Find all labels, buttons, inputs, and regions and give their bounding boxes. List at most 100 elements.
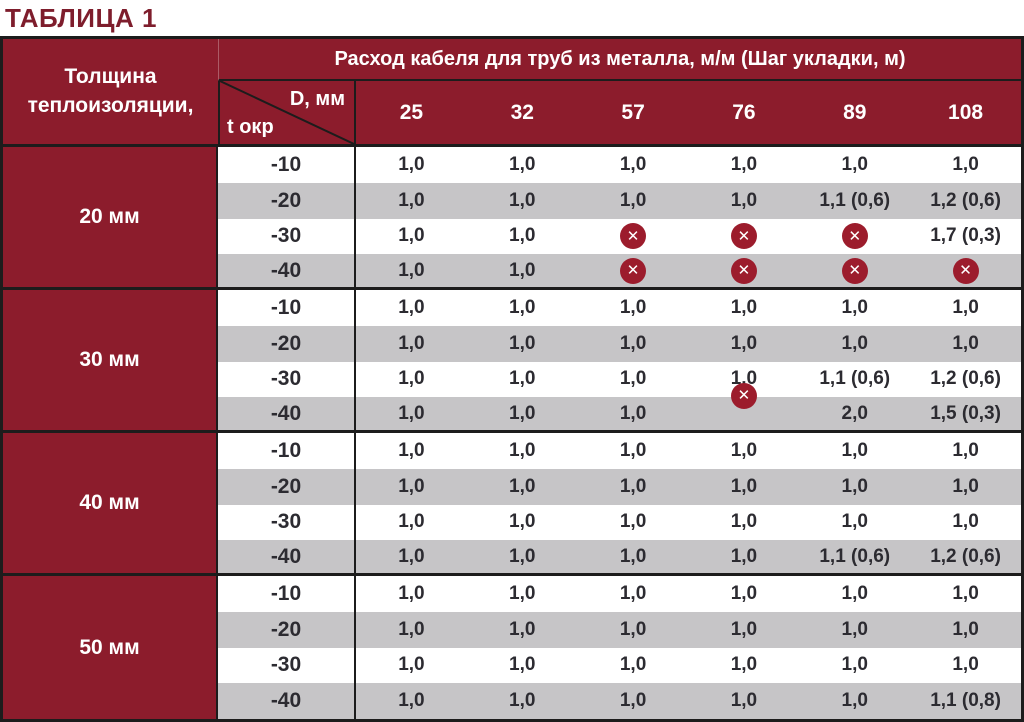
- value-cell: 1,0: [356, 540, 467, 576]
- value-cell: 1,0: [799, 290, 911, 326]
- value-cell: 1,0: [799, 611, 911, 648]
- value-cell: 1,0: [688, 576, 800, 612]
- header-cable-consumption: Расход кабеля для труб из металла, м/м (…: [218, 39, 1021, 81]
- table-title: ТАБЛИЦА 1: [5, 3, 157, 33]
- value-cell: 1,0: [910, 647, 1021, 684]
- temperature-cell: -20: [218, 325, 356, 362]
- diameter-column-header: 25: [356, 81, 467, 147]
- value-cell: 1,0: [688, 504, 800, 541]
- value-cell: 1,0: [910, 468, 1021, 505]
- value-cell: ✕: [688, 254, 800, 290]
- value-cell: 1,0: [466, 576, 578, 612]
- value-cell: 1,0: [577, 325, 689, 362]
- value-cell: 1,0: [356, 611, 467, 648]
- value-cell: 1,0: [799, 147, 911, 183]
- value-cell: 1,0: [910, 433, 1021, 469]
- section-label: 50 мм: [3, 576, 218, 719]
- temperature-cell: -20: [218, 182, 356, 219]
- value-cell: 1,0: [466, 254, 578, 290]
- value-cell: ✕: [577, 254, 689, 290]
- value-cell: 1,0: [466, 683, 578, 719]
- table: Толщина теплоизоляции, Расход кабеля для…: [0, 36, 1024, 722]
- value-cell: ✕: [910, 254, 1021, 290]
- diagonal-line-icon: [220, 81, 354, 144]
- value-cell: ✕: [688, 218, 800, 255]
- value-cell: 1,0: [466, 361, 578, 398]
- temperature-cell: -30: [218, 504, 356, 541]
- value-cell: 1,0: [466, 504, 578, 541]
- value-cell: ✕: [577, 218, 689, 255]
- value-cell: 1,0: [356, 290, 467, 326]
- value-cell: 1,0: [577, 540, 689, 576]
- value-cell: 1,0: [910, 611, 1021, 648]
- value-cell: 1,0: [356, 325, 467, 362]
- value-cell: 1,0: [356, 683, 467, 719]
- value-cell: 1,0: [466, 540, 578, 576]
- value-cell: 1,0: [466, 182, 578, 219]
- value-cell: 1,0: [577, 433, 689, 469]
- temperature-cell: -10: [218, 576, 356, 612]
- temperature-cell: -20: [218, 611, 356, 648]
- diameter-column-header: 57: [577, 81, 689, 147]
- value-cell: 1,0: [466, 218, 578, 255]
- value-cell: 1,1 (0,6): [799, 361, 911, 398]
- header-ambient-temp-label: t окр: [227, 116, 274, 138]
- value-cell: 1,2 (0,6): [910, 540, 1021, 576]
- value-cell: 1,5 (0,3): [910, 397, 1021, 433]
- value-cell: 1,2 (0,6): [910, 361, 1021, 398]
- value-cell: 1,0: [688, 290, 800, 326]
- value-cell: 1,0: [466, 325, 578, 362]
- value-cell: 1,0: [466, 397, 578, 433]
- temperature-cell: -40: [218, 254, 356, 290]
- value-cell: 1,1 (0,8): [910, 683, 1021, 719]
- no-laying-crossed-circle-icon: ✕: [952, 257, 979, 284]
- value-cell: 1,1 (0,6): [799, 540, 911, 576]
- value-cell: 1,0: [688, 683, 800, 719]
- value-cell: 2,0: [799, 397, 911, 433]
- value-cell: 1,0: [577, 182, 689, 219]
- value-cell: 1,0: [910, 325, 1021, 362]
- diameter-column-header: 76: [688, 81, 800, 147]
- value-cell: 1,0: [356, 182, 467, 219]
- value-cell: 1,0: [688, 433, 800, 469]
- no-laying-crossed-circle-icon: ✕: [730, 382, 757, 409]
- value-cell: 1,0: [356, 218, 467, 255]
- temperature-cell: -20: [218, 468, 356, 505]
- value-cell: 1,0: [577, 147, 689, 183]
- value-cell: 1,0: [577, 683, 689, 719]
- value-cell: 1,0: [466, 611, 578, 648]
- value-cell: 1,0: [577, 576, 689, 612]
- value-cell: 1,0: [799, 576, 911, 612]
- value-cell: 1,0: [466, 147, 578, 183]
- value-cell: 1,0: [577, 290, 689, 326]
- value-cell: 1,0: [688, 325, 800, 362]
- no-laying-crossed-circle-icon: ✕: [730, 223, 757, 250]
- no-laying-crossed-circle-icon: ✕: [620, 257, 647, 284]
- temperature-cell: -10: [218, 290, 356, 326]
- diameter-column-header: 108: [910, 81, 1021, 147]
- value-cell: 1,0: [577, 397, 689, 433]
- value-cell: 1,2 (0,6): [910, 182, 1021, 219]
- value-cell: ✕: [688, 382, 800, 433]
- section-label: 30 мм: [3, 290, 218, 433]
- value-cell: 1,1 (0,6): [799, 182, 911, 219]
- value-cell: 1,0: [799, 325, 911, 362]
- value-cell: 1,7 (0,3): [910, 218, 1021, 255]
- value-cell: ✕: [799, 218, 911, 255]
- no-laying-crossed-circle-icon: ✕: [841, 223, 868, 250]
- diameter-column-header: 32: [466, 81, 578, 147]
- value-cell: 1,0: [799, 504, 911, 541]
- section-label: 20 мм: [3, 147, 218, 290]
- temperature-cell: -10: [218, 147, 356, 183]
- value-cell: 1,0: [466, 433, 578, 469]
- value-cell: 1,0: [688, 611, 800, 648]
- value-cell: 1,0: [356, 504, 467, 541]
- value-cell: 1,0: [688, 647, 800, 684]
- temperature-cell: -30: [218, 361, 356, 398]
- value-cell: 1,0: [356, 397, 467, 433]
- value-cell: 1,0: [577, 504, 689, 541]
- value-cell: 1,0: [577, 611, 689, 648]
- value-cell: 1,0: [799, 468, 911, 505]
- value-cell: 1,0: [356, 254, 467, 290]
